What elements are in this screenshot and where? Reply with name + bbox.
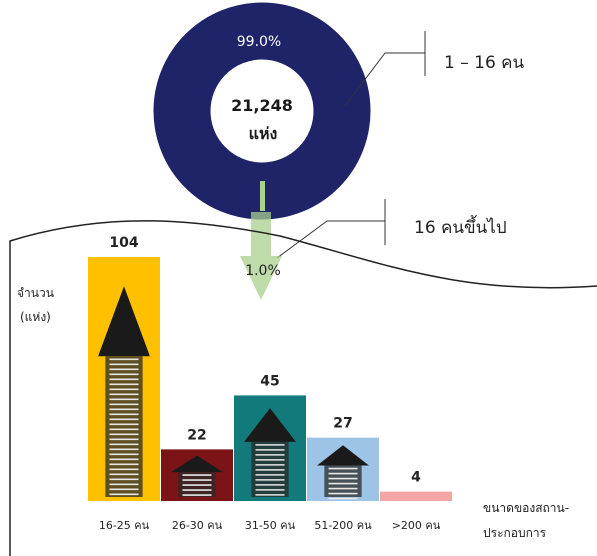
callouts — [276, 31, 426, 259]
expand-arrow — [240, 212, 282, 300]
y-axis-label-line2: (แห่ง) — [20, 310, 51, 324]
category-label: 51-200 คน — [314, 519, 372, 532]
category-label: 31-50 คน — [245, 519, 296, 532]
callout-line-large — [344, 52, 425, 107]
donut-center-unit: แห่ง — [249, 124, 278, 143]
building-icon — [244, 408, 296, 497]
category-label: 16-25 คน — [99, 519, 150, 532]
donut-center-value: 21,248 — [231, 96, 293, 115]
y-axis-label-line1: จำนวน — [17, 286, 54, 300]
donut-large-pct: 99.0% — [237, 34, 281, 50]
bar-5 — [380, 491, 452, 501]
category-label: >200 คน — [392, 519, 441, 532]
bar-value-label: 27 — [333, 416, 352, 432]
bar-value-label: 4 — [411, 470, 421, 486]
donut-center-disc — [211, 60, 313, 162]
building-icon — [171, 455, 223, 497]
bar-value-label: 104 — [109, 235, 138, 251]
category-label: 26-30 คน — [172, 519, 223, 532]
callout-line-small — [276, 220, 385, 259]
bar-group: 104 16-25 คน 22 26-30 คน 45 31-50 คน 27 51-200 … — [88, 235, 452, 532]
bar-value-label: 45 — [260, 373, 279, 389]
callout-label-large: 1 – 16 คน — [444, 53, 525, 73]
building-icon — [98, 286, 150, 497]
small-slice-pct: 1.0% — [245, 263, 281, 279]
x-axis-label-line1: ขนาดของสถาน- — [483, 501, 569, 515]
bar-value-label: 22 — [187, 427, 206, 443]
building-icon — [317, 445, 369, 500]
x-axis-label-line2: ประกอบการ — [483, 526, 547, 540]
donut-slice-small — [260, 181, 265, 211]
donut-chart: 99.0% 21,248 แห่ง — [153, 2, 371, 220]
bar-panel-outline — [9, 220, 597, 556]
callout-label-small: 16 คนขึ้นไป — [414, 215, 507, 238]
